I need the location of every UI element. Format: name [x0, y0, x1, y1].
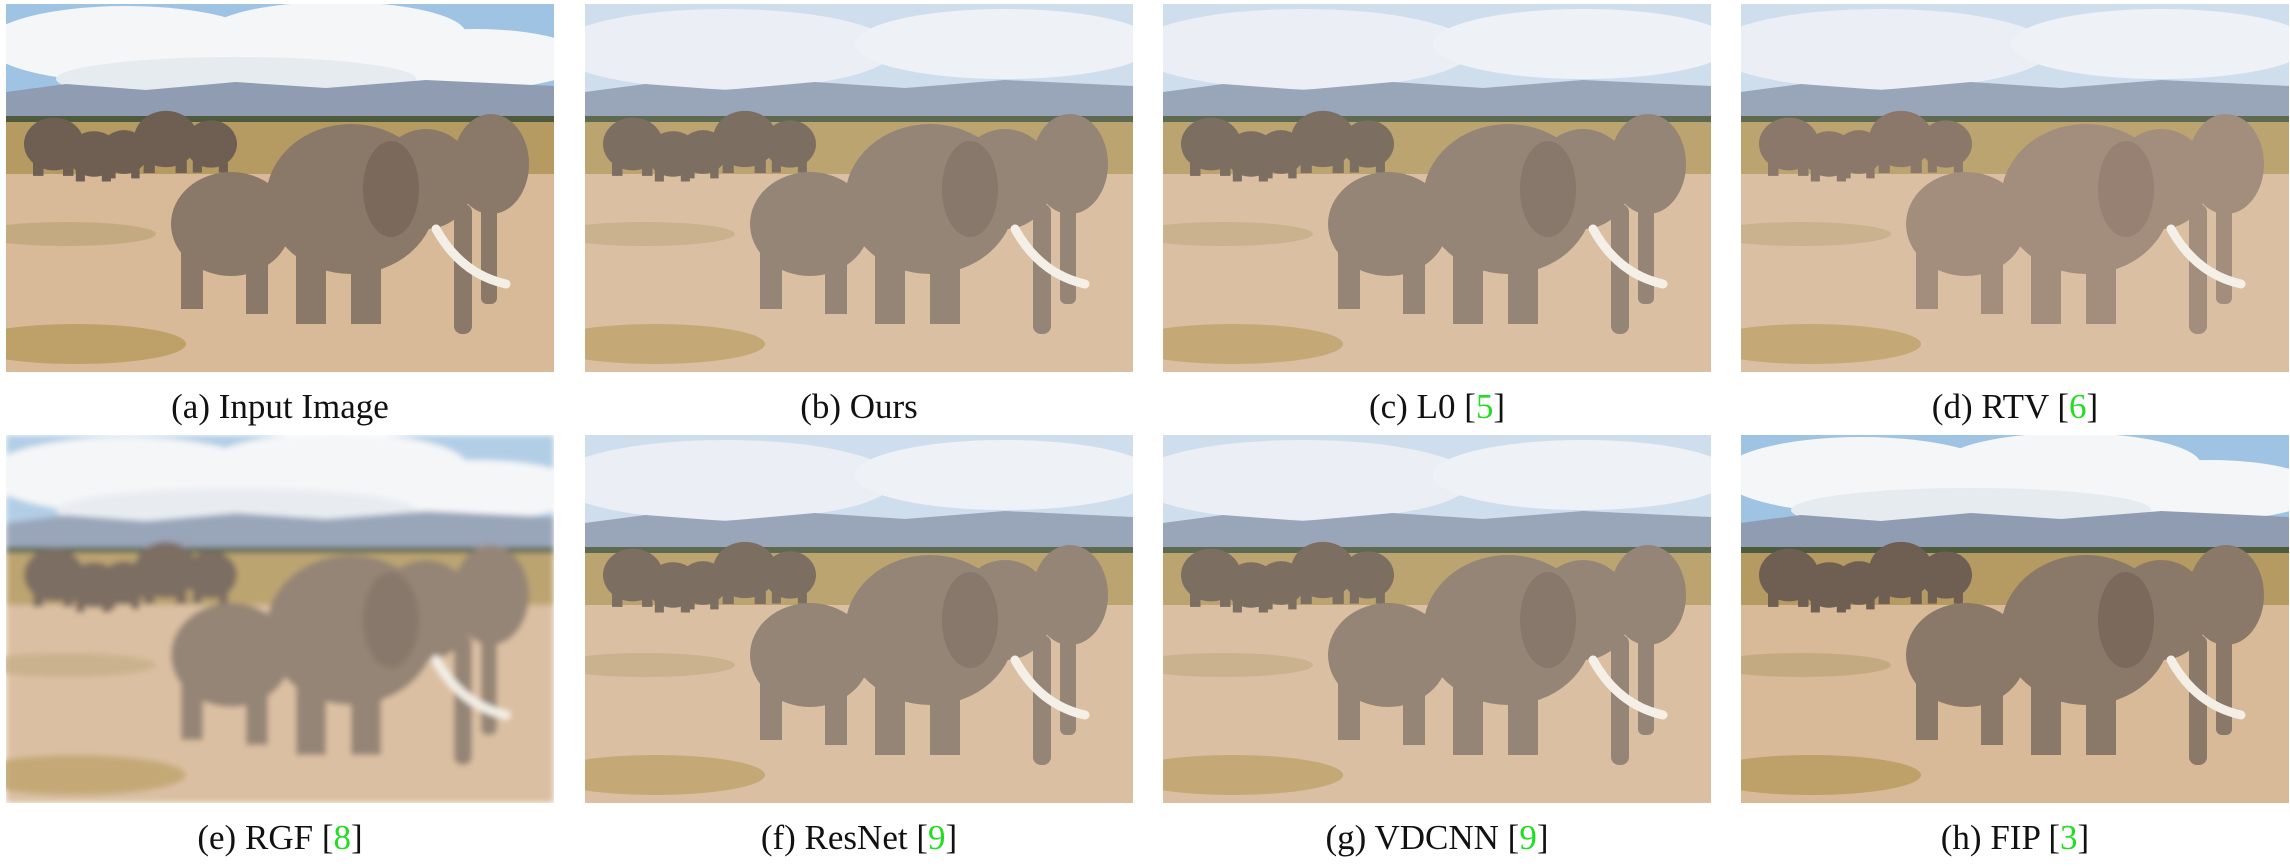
caption-letter: (f) [760, 818, 796, 857]
caption-method-name: Ours [849, 387, 918, 426]
caption-method-name: L0 [1416, 387, 1456, 426]
caption-method-name: VDCNN [1374, 818, 1499, 857]
caption-letter: (h) [1940, 818, 1982, 857]
figure-panel: (g) VDCNN [9] [1163, 435, 1711, 857]
caption-letter: (g) [1325, 818, 1367, 857]
citation-link[interactable]: 9 [1519, 818, 1537, 857]
caption-letter: (c) [1368, 387, 1408, 426]
caption-method-name: FIP [1990, 818, 2040, 857]
panel-caption: (h) FIP [3] [1940, 818, 2090, 857]
figure-panel: (b) Ours [585, 4, 1133, 426]
citation-link[interactable]: 5 [1475, 387, 1494, 426]
citation-link[interactable]: 8 [333, 818, 351, 857]
figure-panel: (f) ResNet [9] [585, 435, 1133, 857]
caption-method-name: Input Image [218, 387, 389, 426]
elephant-photo [6, 4, 554, 372]
elephant-photo [1163, 4, 1711, 372]
figure-panel: (h) FIP [3] [1741, 435, 2289, 857]
elephant-photo [585, 435, 1133, 803]
panel-caption: (b) Ours [585, 387, 1133, 427]
caption-letter: (e) [197, 818, 237, 857]
caption-method-name: ResNet [804, 818, 908, 857]
caption-letter: (b) [800, 387, 841, 426]
elephant-photo [1163, 435, 1711, 803]
panel-caption: (e) RGF [8] [197, 818, 363, 857]
figure-panel: (a) Input Image [6, 4, 554, 426]
caption-method-name: RGF [244, 818, 314, 857]
figure-panel: (d) RTV [6] [1741, 4, 2289, 426]
panel-caption: (a) Input Image [6, 387, 554, 427]
elephant-photo [1741, 4, 2289, 372]
panel-caption: (g) VDCNN [9] [1325, 818, 1549, 857]
caption-method-name: RTV [1981, 387, 2049, 426]
panel-caption: (f) ResNet [9] [760, 818, 958, 857]
panel-caption: (d) RTV [6] [1931, 387, 2099, 426]
elephant-photo [6, 435, 554, 803]
elephant-photo [1741, 435, 2289, 803]
caption-letter: (a) [171, 387, 211, 426]
figure-panel: (c) L0 [5] [1163, 4, 1711, 426]
citation-link[interactable]: 3 [2060, 818, 2078, 857]
figure-panel: (e) RGF [8] [6, 435, 554, 857]
citation-link[interactable]: 6 [2069, 387, 2087, 426]
panel-caption: (c) L0 [5] [1368, 387, 1506, 426]
elephant-photo [585, 4, 1133, 372]
caption-letter: (d) [1931, 387, 1973, 426]
citation-link[interactable]: 9 [928, 818, 946, 857]
